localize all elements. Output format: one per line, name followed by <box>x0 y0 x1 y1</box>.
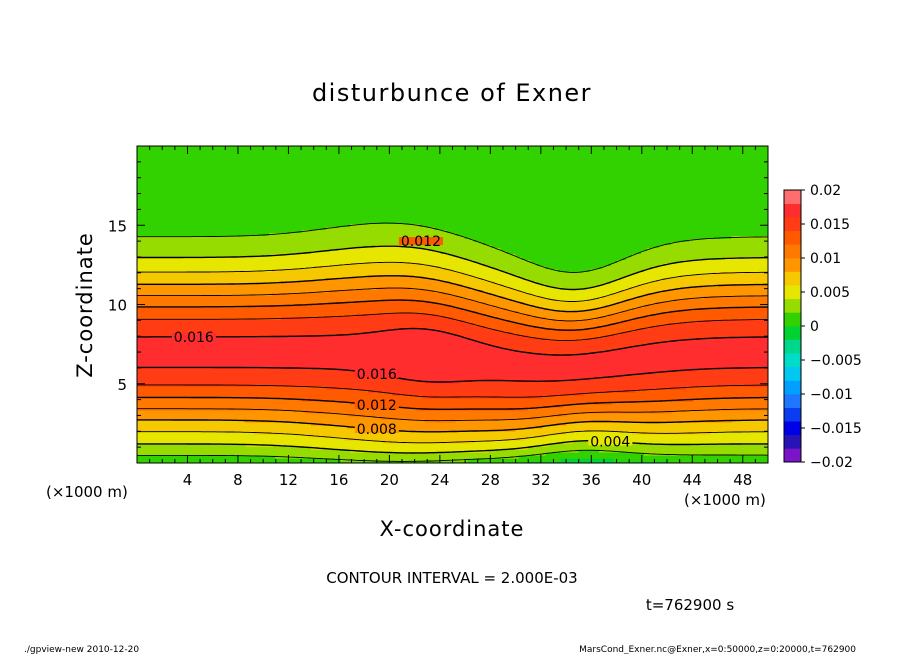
colorbar-tick-label: 0.01 <box>810 251 841 267</box>
contour-band <box>527 458 669 463</box>
colorbar-swatch <box>784 312 801 327</box>
contour-label: 0.004 <box>590 434 630 450</box>
x-tick-label: 12 <box>279 471 298 489</box>
colorbar-swatch <box>784 217 801 232</box>
contour-label-bg <box>588 437 633 446</box>
colorbar-tick-label: −0.01 <box>810 387 853 403</box>
x-tick-label: 44 <box>683 471 702 489</box>
y-tick-label: 15 <box>108 217 127 235</box>
x-tick-label: 16 <box>329 471 348 489</box>
time-label: t=762900 s <box>646 596 734 614</box>
colorbar-swatch <box>784 366 801 381</box>
x-tick-label: 24 <box>430 471 449 489</box>
y-tick-label: 5 <box>117 376 127 394</box>
colorbar-swatch <box>784 285 801 300</box>
x-tick-label: 20 <box>380 471 399 489</box>
colorbar-tick-label: −0.005 <box>810 353 862 369</box>
colorbar-tick-label: 0.015 <box>810 217 850 233</box>
colorbar-swatch <box>784 244 801 259</box>
contour-label: 0.012 <box>401 234 441 250</box>
colorbar-swatch <box>784 271 801 286</box>
contour-line <box>137 299 768 410</box>
x-unit-right: (×1000 m) <box>684 491 766 509</box>
contour-band <box>137 299 768 411</box>
contour-line <box>137 327 768 383</box>
contour-label: 0.012 <box>357 398 397 414</box>
colorbar-tick-label: −0.015 <box>810 421 862 437</box>
contour-lines <box>137 222 768 462</box>
contour-label-bg <box>171 332 216 341</box>
contour-band <box>137 287 768 423</box>
colorbar-swatch <box>784 380 801 395</box>
y-axis-ticks: 5 10 15 <box>108 161 768 448</box>
colorbar-swatch <box>784 230 801 245</box>
colorbar-swatch <box>784 203 801 218</box>
footer-right: MarsCond_Exner.nc@Exner,x=0:50000,z=0:20… <box>579 645 856 654</box>
contour-band <box>137 146 768 463</box>
x-tick-label: 8 <box>233 471 243 489</box>
y-tick-label: 10 <box>108 297 127 315</box>
contour-line <box>137 312 768 398</box>
colorbar-tick-label: 0.02 <box>810 183 841 199</box>
colorbar-swatch <box>784 394 801 408</box>
contour-line <box>137 261 768 444</box>
filled-contour-bands <box>137 146 768 463</box>
colorbar-swatch <box>784 448 801 463</box>
chart-title: disturbunce of Exner <box>312 79 592 107</box>
colorbar-ticks: 0.02 0.015 0.01 0.005 0 −0.005 −0.01 −0.015 −0.0… <box>801 183 862 471</box>
contour-labels: 0.012 0.016 0.016 0.012 0.008 0.004 <box>171 234 633 450</box>
colorbar-swatch <box>784 258 801 272</box>
colorbar-swatch <box>784 326 801 340</box>
colorbar-tick-label: 0 <box>810 319 819 335</box>
x-tick-label: 4 <box>183 471 193 489</box>
contour-label-bg <box>398 237 443 246</box>
colorbar-swatch <box>784 353 801 368</box>
x-tick-label: 32 <box>531 471 550 489</box>
colorbar-tick-label: −0.02 <box>810 455 853 471</box>
contour-label-bg <box>354 425 399 434</box>
contour-label: 0.016 <box>357 367 397 383</box>
contour-line <box>137 287 768 422</box>
x-tick-label: 48 <box>733 471 752 489</box>
colorbar-swatch <box>784 339 801 354</box>
x-axis-label: X-coordinate <box>380 517 525 541</box>
x-tick-label: 36 <box>582 471 601 489</box>
x-tick-label: 40 <box>632 471 651 489</box>
colorbar-swatch <box>784 434 801 449</box>
colorbar-swatch <box>784 190 801 204</box>
contour-label: 0.016 <box>174 330 214 346</box>
contour-label: 0.008 <box>357 422 397 438</box>
colorbar <box>783 189 802 463</box>
contour-band <box>137 224 768 462</box>
colorbar-swatch <box>784 421 801 436</box>
contour-label-bg <box>354 369 399 378</box>
contour-interval: CONTOUR INTERVAL = 2.000E-03 <box>326 569 577 587</box>
x-axis-ticks: 4 8 12 16 20 24 28 32 36 40 44 48 <box>149 146 756 489</box>
x-tick-label: 28 <box>481 471 500 489</box>
footer-left: ./gpview-new 2010-12-20 <box>24 645 139 654</box>
colorbar-swatch <box>784 298 801 313</box>
y-axis-label: Z-coordinate <box>73 232 97 378</box>
contour-band <box>137 329 768 384</box>
contour-band <box>137 263 768 444</box>
x-unit-left: (×1000 m) <box>46 483 128 501</box>
colorbar-tick-label: 0.005 <box>810 285 850 301</box>
contour-label-bg <box>354 400 399 409</box>
colorbar-swatch <box>784 407 801 422</box>
